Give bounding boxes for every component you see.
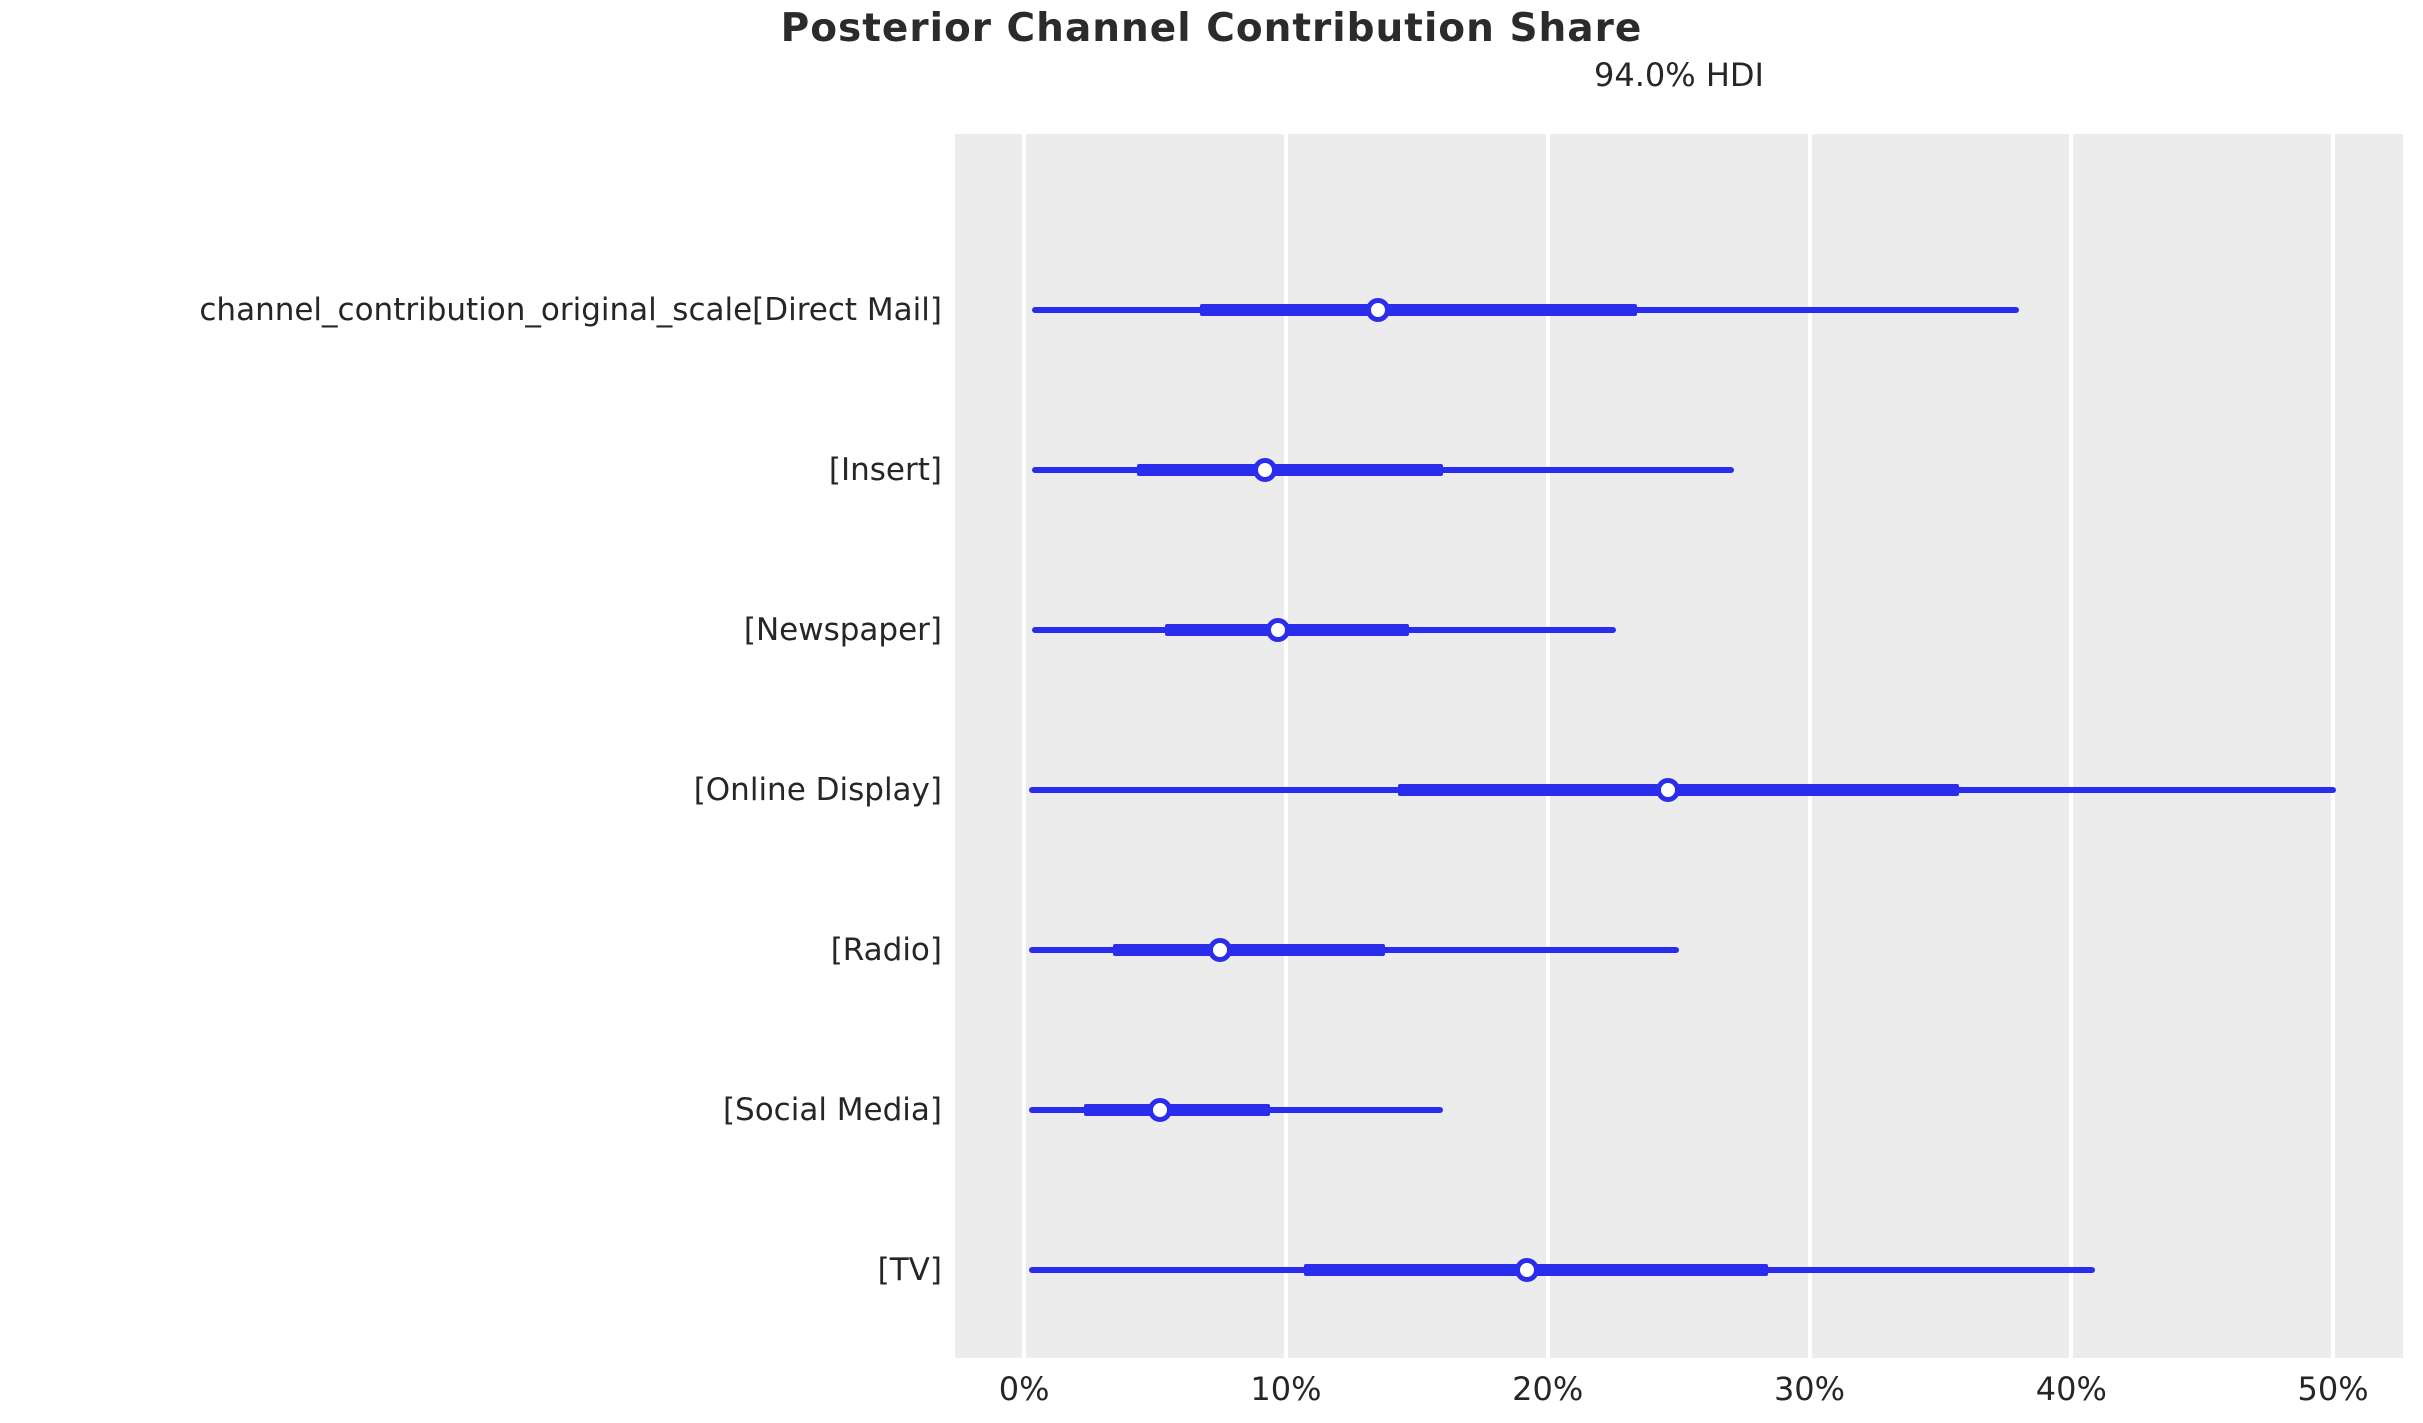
median-point-marker bbox=[1514, 1258, 1539, 1282]
x-axis-tick-label: 40% bbox=[2035, 1370, 2107, 1408]
median-point-marker bbox=[1266, 618, 1291, 642]
y-axis-label: [Newspaper] bbox=[743, 612, 942, 648]
grid-line bbox=[1807, 134, 1812, 1358]
y-axis-label: [TV] bbox=[877, 1252, 942, 1288]
quartile-interval-line bbox=[1136, 464, 1443, 476]
x-axis-tick-label: 20% bbox=[1512, 1370, 1584, 1408]
grid-line bbox=[2331, 134, 2336, 1358]
median-point-marker bbox=[1656, 778, 1681, 802]
median-point-marker bbox=[1208, 938, 1233, 962]
x-axis-tick-label: 50% bbox=[2297, 1370, 2369, 1408]
quartile-interval-line bbox=[1113, 944, 1386, 956]
chart-subtitle-hdi: 94.0% HDI bbox=[1594, 56, 1764, 94]
median-point-marker bbox=[1252, 458, 1277, 482]
quartile-interval-line bbox=[1084, 1104, 1271, 1116]
grid-line bbox=[1283, 134, 1288, 1358]
median-point-marker bbox=[1148, 1098, 1173, 1122]
y-axis-label: [Insert] bbox=[828, 452, 942, 488]
y-axis-label: channel_contribution_original_scale[Dire… bbox=[199, 292, 942, 328]
y-axis-label: [Online Display] bbox=[693, 772, 942, 808]
x-axis-tick-label: 30% bbox=[1773, 1370, 1846, 1408]
y-axis-label: [Radio] bbox=[830, 932, 942, 968]
y-axis-label: [Social Media] bbox=[722, 1092, 942, 1128]
grid-line bbox=[1545, 134, 1550, 1358]
grid-line bbox=[2069, 134, 2074, 1358]
x-axis-tick-label: 0% bbox=[998, 1370, 1050, 1408]
chart-title: Posterior Channel Contribution Share bbox=[780, 6, 1643, 51]
plot-area bbox=[955, 134, 2403, 1358]
grid-line bbox=[1022, 134, 1027, 1358]
quartile-interval-line bbox=[1199, 304, 1637, 316]
x-axis-tick-label: 10% bbox=[1250, 1370, 1322, 1408]
median-point-marker bbox=[1365, 298, 1390, 322]
